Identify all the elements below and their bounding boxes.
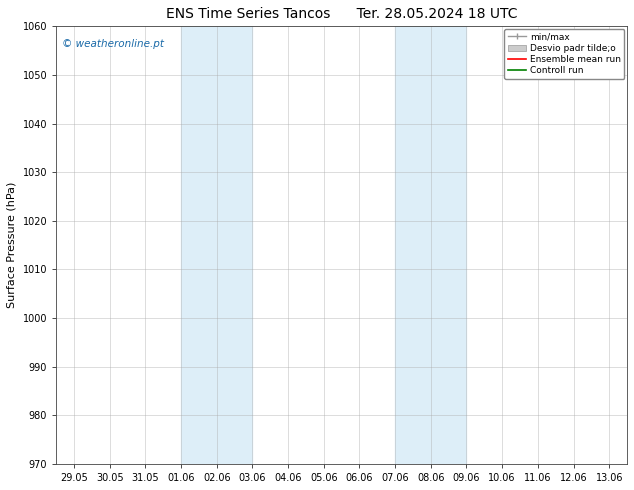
- Title: ENS Time Series Tancos      Ter. 28.05.2024 18 UTC: ENS Time Series Tancos Ter. 28.05.2024 1…: [166, 7, 517, 21]
- Text: © weatheronline.pt: © weatheronline.pt: [62, 39, 164, 49]
- Bar: [395, 26, 467, 464]
- Bar: [181, 26, 252, 464]
- Y-axis label: Surface Pressure (hPa): Surface Pressure (hPa): [7, 182, 17, 308]
- Legend: min/max, Desvio padr tilde;o, Ensemble mean run, Controll run: min/max, Desvio padr tilde;o, Ensemble m…: [505, 29, 624, 79]
